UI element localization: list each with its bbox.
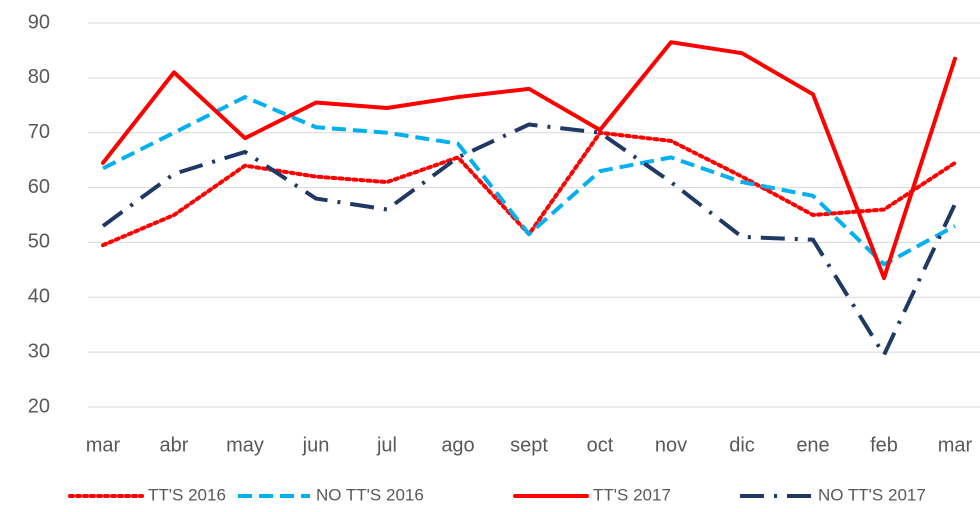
y-tick-label: 40 — [28, 286, 50, 308]
y-tick-label: 80 — [28, 66, 50, 88]
series-line — [102, 95, 956, 267]
x-tick-label: sept — [510, 434, 548, 456]
x-tick-label: abr — [160, 434, 189, 456]
x-tick-label: mar — [86, 434, 121, 456]
x-tick-label: jul — [376, 434, 397, 456]
x-tick-label: ago — [441, 434, 474, 456]
x-tick-label: dic — [729, 434, 755, 456]
y-tick-label: 70 — [28, 121, 50, 143]
series-line — [101, 40, 957, 281]
x-tick-label: jun — [302, 434, 330, 456]
series-line — [101, 130, 957, 248]
x-tick-label: feb — [870, 434, 898, 456]
legend-label: NO TT'S 2017 — [818, 485, 926, 504]
legend-label: TT'S 2017 — [593, 485, 671, 504]
y-tick-label: 60 — [28, 176, 50, 198]
x-tick-label: ene — [796, 434, 829, 456]
x-tick-label: may — [226, 434, 264, 456]
x-tick-label: mar — [938, 434, 973, 456]
series-line — [101, 122, 957, 357]
y-tick-label: 30 — [28, 340, 50, 362]
y-tick-label: 90 — [28, 11, 50, 33]
x-tick-label: nov — [655, 434, 687, 456]
x-tick-label: oct — [587, 434, 614, 456]
legend-label: TT'S 2016 — [148, 485, 226, 504]
y-tick-label: 50 — [28, 231, 50, 253]
legend-label: NO TT'S 2016 — [316, 485, 424, 504]
y-tick-label: 20 — [28, 395, 50, 417]
